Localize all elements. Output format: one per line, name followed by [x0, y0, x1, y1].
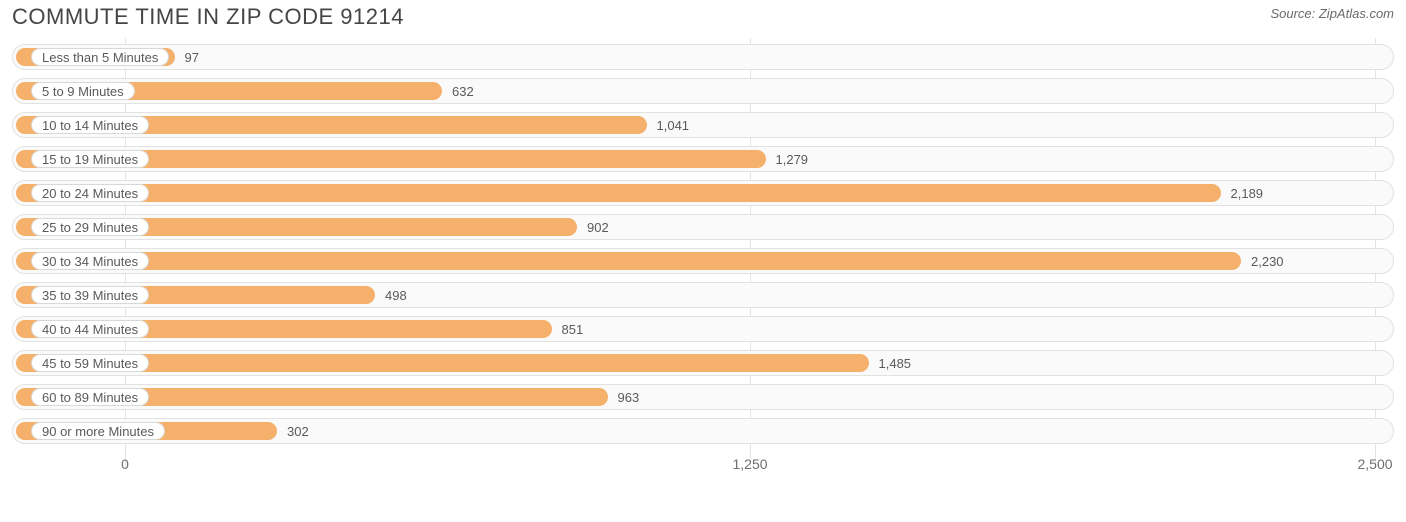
bar-row: Less than 5 Minutes 97 [12, 44, 1394, 70]
bar-row: 5 to 9 Minutes 632 [12, 78, 1394, 104]
category-label: 45 to 59 Minutes [31, 354, 149, 372]
x-tick-label: 1,250 [732, 456, 767, 472]
value-label: 1,279 [776, 147, 809, 171]
bar-row: 90 or more Minutes 302 [12, 418, 1394, 444]
value-label: 851 [562, 317, 584, 341]
value-label: 1,485 [879, 351, 912, 375]
value-label: 97 [185, 45, 199, 69]
category-label: 5 to 9 Minutes [31, 82, 135, 100]
category-label: 20 to 24 Minutes [31, 184, 149, 202]
value-label: 902 [587, 215, 609, 239]
category-label: 90 or more Minutes [31, 422, 165, 440]
bar-row: 60 to 89 Minutes 963 [12, 384, 1394, 410]
x-tick-label: 0 [121, 456, 129, 472]
chart-header: COMMUTE TIME IN ZIP CODE 91214 Source: Z… [12, 4, 1394, 30]
value-label: 963 [618, 385, 640, 409]
value-label: 2,230 [1251, 249, 1284, 273]
bar-row: 45 to 59 Minutes 1,485 [12, 350, 1394, 376]
category-label: 25 to 29 Minutes [31, 218, 149, 236]
category-label: 15 to 19 Minutes [31, 150, 149, 168]
category-label: Less than 5 Minutes [31, 48, 169, 66]
commute-time-chart: COMMUTE TIME IN ZIP CODE 91214 Source: Z… [12, 4, 1394, 476]
x-axis-labels: 0 1,250 2,500 [12, 452, 1394, 476]
x-tick-label: 2,500 [1357, 456, 1392, 472]
category-label: 10 to 14 Minutes [31, 116, 149, 134]
bar [16, 184, 1221, 202]
bar-row: 30 to 34 Minutes 2,230 [12, 248, 1394, 274]
category-label: 60 to 89 Minutes [31, 388, 149, 406]
category-label: 40 to 44 Minutes [31, 320, 149, 338]
category-label: 35 to 39 Minutes [31, 286, 149, 304]
bar-row: 10 to 14 Minutes 1,041 [12, 112, 1394, 138]
bar-row: 40 to 44 Minutes 851 [12, 316, 1394, 342]
value-label: 632 [452, 79, 474, 103]
chart-source: Source: ZipAtlas.com [1270, 6, 1394, 21]
bar-row: 35 to 39 Minutes 498 [12, 282, 1394, 308]
value-label: 302 [287, 419, 309, 443]
bar [16, 252, 1241, 270]
bar-row: 25 to 29 Minutes 902 [12, 214, 1394, 240]
bar-row: 15 to 19 Minutes 1,279 [12, 146, 1394, 172]
bars-area: Less than 5 Minutes 97 5 to 9 Minutes 632 10… [12, 44, 1394, 444]
value-label: 498 [385, 283, 407, 307]
bar-row: 20 to 24 Minutes 2,189 [12, 180, 1394, 206]
value-label: 1,041 [657, 113, 690, 137]
category-label: 30 to 34 Minutes [31, 252, 149, 270]
value-label: 2,189 [1231, 181, 1264, 205]
chart-title: COMMUTE TIME IN ZIP CODE 91214 [12, 4, 404, 30]
